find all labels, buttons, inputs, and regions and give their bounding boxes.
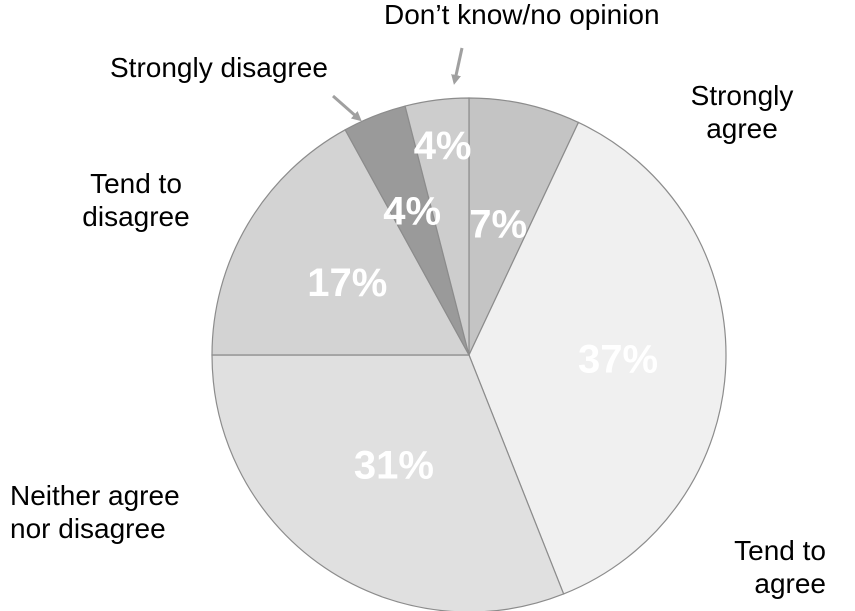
slice-strongly-agree <box>468 97 580 356</box>
percent-label-tend-to-disagree: 17% <box>307 261 387 305</box>
slice-tend-to-disagree <box>211 128 471 356</box>
percent-labels: 7% 37% 31% 17% 4% 4% <box>307 124 658 488</box>
category-label-strongly-disagree: Strongly disagree <box>110 52 328 83</box>
category-label-tend-to-disagree: Tend to disagree <box>82 168 189 232</box>
pie-slices <box>211 97 727 611</box>
callout-arrows <box>332 47 464 122</box>
slice-dont-know-no-opinion <box>404 97 470 356</box>
percent-label-neither-agree-nor-disagree: 31% <box>354 444 434 488</box>
category-label-dont-know-no-opinion: Don’t know/no opinion <box>384 0 660 30</box>
category-labels: Strongly agree Tend to agree Neither agree no… <box>10 0 826 599</box>
slice-neither-agree-nor-disagree <box>211 354 565 611</box>
percent-label-dont-know-no-opinion: 4% <box>414 124 472 168</box>
percent-label-tend-to-agree: 37% <box>578 338 658 382</box>
percent-label-strongly-agree: 7% <box>469 203 527 247</box>
slice-tend-to-agree <box>468 121 727 595</box>
category-label-strongly-agree: Strongly agree <box>691 80 794 144</box>
category-label-neither-agree-nor-disagree: Neither agree nor disagree <box>10 480 180 544</box>
percent-label-strongly-disagree: 4% <box>383 190 441 234</box>
arrow-strongly-disagree <box>332 94 362 122</box>
category-label-tend-to-agree: Tend to agree <box>734 535 826 599</box>
arrow-dont-know-no-opinion <box>451 47 464 85</box>
